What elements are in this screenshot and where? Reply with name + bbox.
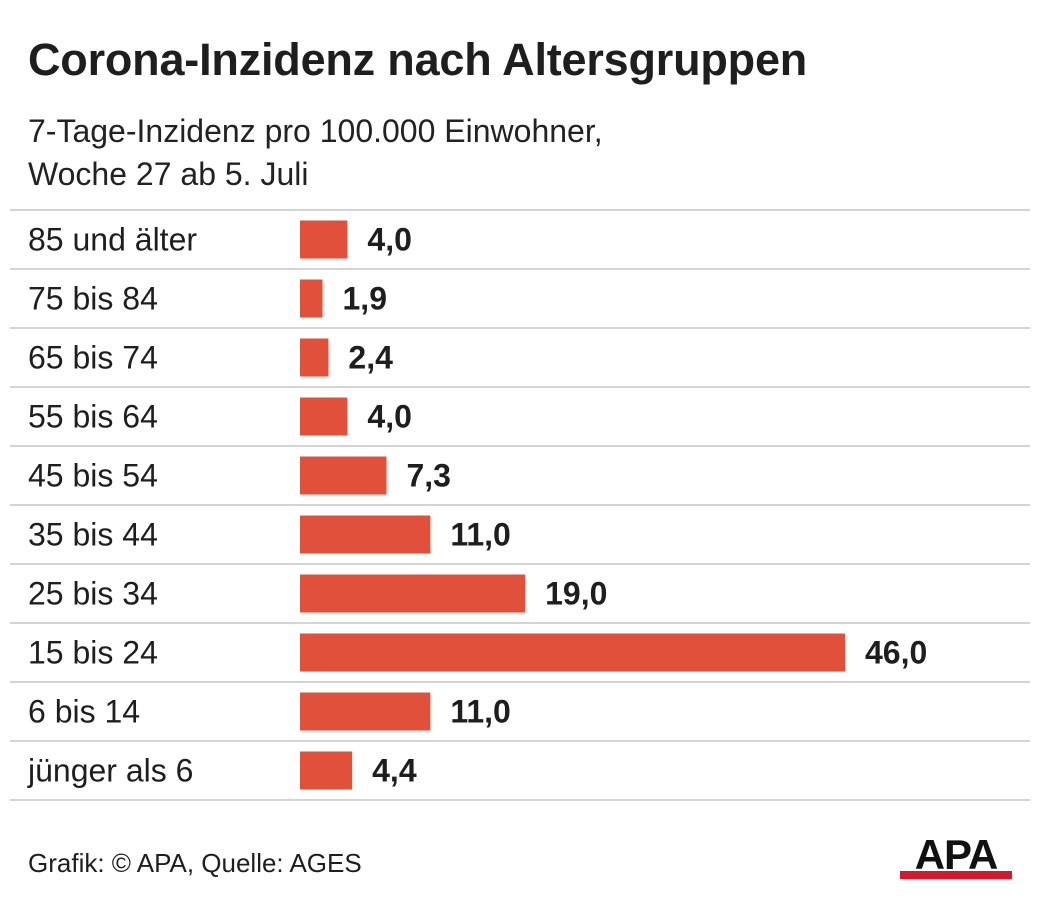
bar bbox=[300, 279, 323, 318]
bar bbox=[300, 574, 526, 613]
chart-title: Corona-Inzidenz nach Altersgruppen bbox=[28, 34, 808, 85]
bar bbox=[300, 692, 431, 731]
value-label: 4,0 bbox=[367, 399, 411, 435]
apa-logo: APA bbox=[900, 834, 1012, 879]
apa-logo-bar bbox=[900, 871, 1012, 879]
value-label: 4,0 bbox=[367, 222, 411, 258]
category-label: 45 bis 54 bbox=[28, 458, 158, 494]
subtitle-line-2: Woche 27 ab 5. Juli bbox=[28, 156, 309, 192]
bar bbox=[300, 751, 353, 790]
bar-chart: 85 und älter 4,0 75 bis 84 1,9 65 bis 74 2,4 5… bbox=[10, 209, 1030, 801]
subtitle-line-1: 7-Tage-Inzidenz pro 100.000 Einwohner, bbox=[28, 113, 603, 149]
bar bbox=[300, 633, 845, 672]
category-label: 25 bis 34 bbox=[28, 576, 158, 612]
value-label: 4,4 bbox=[372, 753, 417, 789]
category-label: 55 bis 64 bbox=[28, 399, 158, 435]
source-credit: Grafik: © APA, Quelle: AGES bbox=[28, 848, 362, 878]
bar bbox=[300, 338, 329, 377]
value-label: 19,0 bbox=[545, 576, 607, 612]
value-label: 1,9 bbox=[343, 281, 387, 317]
value-label: 2,4 bbox=[348, 340, 393, 376]
value-label: 11,0 bbox=[450, 694, 511, 730]
category-label: jünger als 6 bbox=[27, 753, 193, 789]
category-label: 75 bis 84 bbox=[28, 281, 158, 317]
bar bbox=[300, 397, 348, 436]
category-label: 65 bis 74 bbox=[28, 340, 158, 376]
category-label: 35 bis 44 bbox=[28, 517, 158, 553]
chart-subtitle: 7-Tage-Inzidenz pro 100.000 Einwohner, W… bbox=[28, 110, 603, 196]
value-label: 46,0 bbox=[865, 635, 927, 671]
category-label: 15 bis 24 bbox=[28, 635, 158, 671]
bar bbox=[300, 220, 348, 259]
bar bbox=[300, 456, 387, 495]
value-label: 7,3 bbox=[406, 458, 450, 494]
category-label: 85 und älter bbox=[28, 222, 197, 258]
bar bbox=[300, 515, 431, 554]
value-label: 11,0 bbox=[450, 517, 511, 553]
category-label: 6 bis 14 bbox=[28, 694, 140, 730]
apa-logo-text: APA bbox=[915, 834, 998, 878]
